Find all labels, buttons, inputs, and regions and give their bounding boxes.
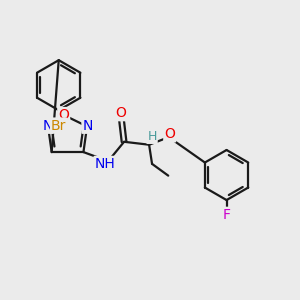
Text: NH: NH xyxy=(94,157,115,171)
Text: O: O xyxy=(164,128,175,141)
Text: H: H xyxy=(147,130,157,143)
Text: O: O xyxy=(58,108,69,122)
Text: N: N xyxy=(82,119,93,133)
Text: O: O xyxy=(116,106,127,120)
Text: F: F xyxy=(223,208,231,222)
Text: N: N xyxy=(42,119,53,133)
Text: Br: Br xyxy=(51,118,66,133)
